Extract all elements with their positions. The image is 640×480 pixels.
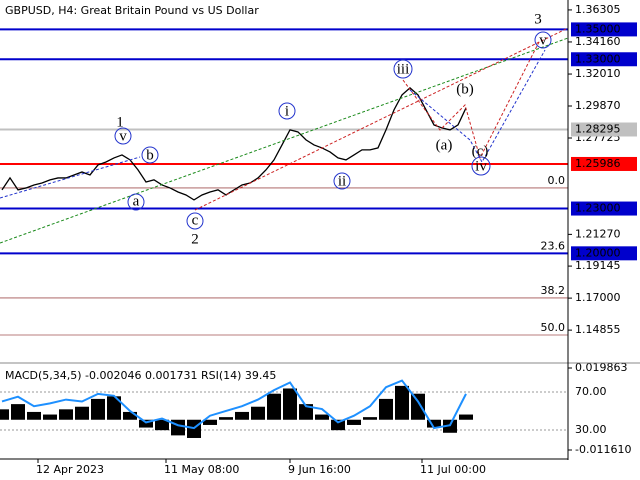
x-tick-label: 9 Jun 16:00 — [288, 463, 351, 476]
macd-bar — [331, 419, 345, 431]
macd-bar — [363, 417, 377, 420]
macd-bar — [123, 411, 137, 420]
wave-label: 1 — [116, 114, 124, 130]
macd-bar — [107, 396, 121, 420]
macd-bar — [411, 393, 425, 420]
wave-label: a — [133, 193, 140, 209]
level-label: 1.23000 — [575, 202, 621, 215]
macd-bar — [43, 414, 57, 420]
macd-bar — [299, 404, 313, 420]
y2-tick-label: 30.00 — [575, 423, 607, 436]
macd-bar — [59, 409, 73, 420]
fib-label: 0.0 — [548, 174, 566, 187]
macd-bar — [11, 404, 25, 420]
level-label: 1.28295 — [575, 122, 621, 135]
macd-bar — [267, 393, 281, 420]
macd-bar — [171, 419, 185, 436]
level-box — [571, 122, 637, 137]
macd-bar — [139, 419, 153, 428]
wave-label: c — [192, 212, 199, 228]
trend-line — [194, 27, 569, 211]
fib-label: 38.2 — [541, 284, 566, 297]
level-box — [571, 156, 637, 171]
macd-bar — [315, 414, 329, 420]
x-tick-label: 12 Apr 2023 — [36, 463, 104, 476]
macd-bar — [427, 419, 441, 428]
trend-line — [0, 37, 569, 244]
price-pane: 0.0 23.6 38.2 50.0 1.36305 1.34160 1.32010 1.29… — [0, 3, 637, 476]
fib-label: 23.6 — [541, 239, 566, 252]
macd-bar — [75, 406, 89, 420]
y2-tick-label: 70.00 — [575, 385, 607, 398]
wave-label: 2 — [191, 231, 199, 247]
wave-label: iii — [397, 61, 410, 77]
wave-label: v — [119, 128, 127, 144]
y-tick-label: 1.29870 — [575, 99, 621, 112]
price-line — [1, 87, 467, 201]
fib-label: 50.0 — [541, 321, 566, 334]
x-tick-label: 11 Jul 00:00 — [420, 463, 486, 476]
macd-bar — [443, 419, 457, 433]
level-label: 1.20000 — [575, 246, 621, 259]
y-tick-label: -0.011610 — [575, 443, 631, 456]
y-tick-label: 1.34160 — [575, 35, 621, 48]
level-box — [571, 201, 637, 216]
y-tick-label: 1.32010 — [575, 67, 621, 80]
macd-bar — [395, 385, 409, 420]
y-tick-label: 0.019863 — [575, 361, 628, 374]
wave-label: v — [539, 32, 547, 48]
level-box — [571, 22, 637, 37]
macd-bar — [0, 409, 9, 420]
level-box — [571, 52, 637, 67]
macd-bar — [203, 419, 217, 425]
wave-label: ii — [338, 173, 346, 189]
wave-label: i — [285, 103, 289, 119]
macd-bar — [283, 388, 297, 420]
projection — [0, 156, 141, 199]
y-tick-label: 1.36305 — [575, 3, 621, 16]
macd-bar — [251, 406, 265, 420]
wave-label: (a) — [436, 137, 453, 153]
level-label: 1.33000 — [575, 52, 621, 65]
x-tick-label: 11 May 08:00 — [164, 463, 239, 476]
indicator-title: MACD(5,34,5) -0.002046 0.001731 RSI(14) … — [5, 369, 276, 382]
macd-bar — [459, 414, 473, 420]
macd-bar — [219, 417, 233, 420]
macd-bar — [379, 398, 393, 420]
wave-label: b — [146, 147, 154, 163]
level-label: 1.25986 — [575, 157, 621, 170]
projection — [402, 39, 541, 160]
level-label: 1.35000 — [575, 22, 621, 35]
wave-label: (b) — [456, 81, 474, 97]
wave-label: iv — [475, 158, 487, 174]
projection — [409, 49, 546, 164]
macd-bar — [155, 419, 169, 431]
y-tick-label: 1.21270 — [575, 227, 621, 240]
chart-title: GBPUSD, H4: Great Britain Pound vs US Do… — [5, 4, 259, 17]
macd-bar — [347, 419, 361, 425]
y-tick-label: 1.17000 — [575, 291, 621, 304]
rsi-line — [1, 379, 467, 430]
macd-bar — [27, 411, 41, 420]
macd-bar — [235, 411, 249, 420]
level-box — [571, 246, 637, 261]
y-tick-label: 1.19145 — [575, 259, 621, 272]
y-tick-label: 1.14855 — [575, 323, 621, 336]
wave-label: (c) — [472, 143, 489, 159]
macd-bar — [91, 398, 105, 420]
wave-label: 3 — [534, 11, 542, 27]
